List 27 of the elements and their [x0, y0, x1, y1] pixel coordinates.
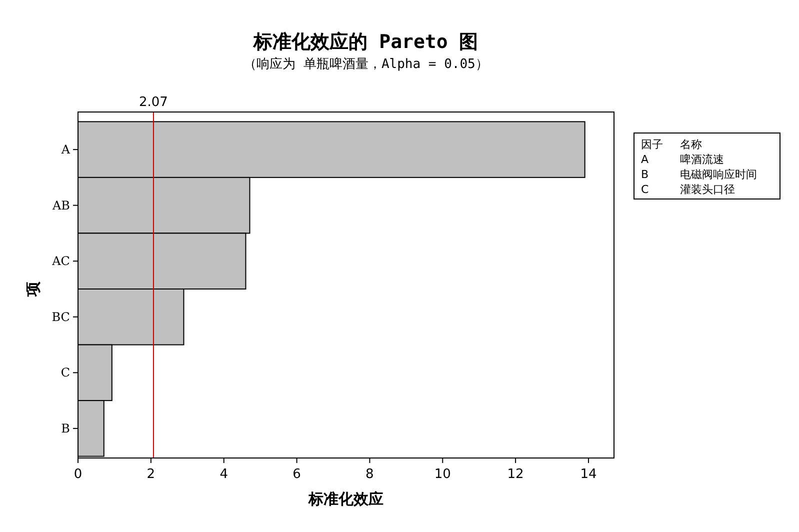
text: 名称: [680, 138, 702, 151]
text: 啤酒流速: [680, 153, 724, 166]
x-tick-label: 14: [580, 467, 597, 482]
x-tick-label: 8: [366, 467, 374, 482]
y-tick-label: AC: [51, 254, 70, 268]
ref-line-label: 2.07: [139, 95, 168, 110]
text: A: [641, 153, 649, 166]
text: 灌装头口径: [680, 183, 735, 196]
y-axis-title: 项: [24, 280, 42, 298]
x-tick-label: 10: [434, 467, 451, 482]
x-tick-label: 4: [220, 467, 228, 482]
x-axis-title: 标准化效应: [308, 490, 384, 508]
y-tick-label: AB: [52, 198, 70, 212]
x-tick-label: 6: [292, 467, 301, 482]
x-tick-label: 2: [146, 467, 156, 482]
text: B: [641, 168, 649, 181]
text: C: [641, 183, 649, 196]
y-tick-label: C: [60, 366, 70, 380]
x-tick-label: 12: [507, 467, 524, 482]
y-tick-label: BC: [52, 310, 70, 324]
text: 电磁阀响应时间: [680, 168, 757, 181]
chart-title: 标准化效应的 Pareto 图: [252, 31, 478, 53]
y-tick-label: B: [61, 421, 70, 436]
text: 因子: [641, 138, 663, 151]
x-tick-label: 0: [74, 467, 82, 482]
y-tick-label: A: [60, 142, 70, 157]
chart-subtitle: （响应为 单瓶啤酒量，Alpha = 0.05）: [244, 56, 488, 72]
